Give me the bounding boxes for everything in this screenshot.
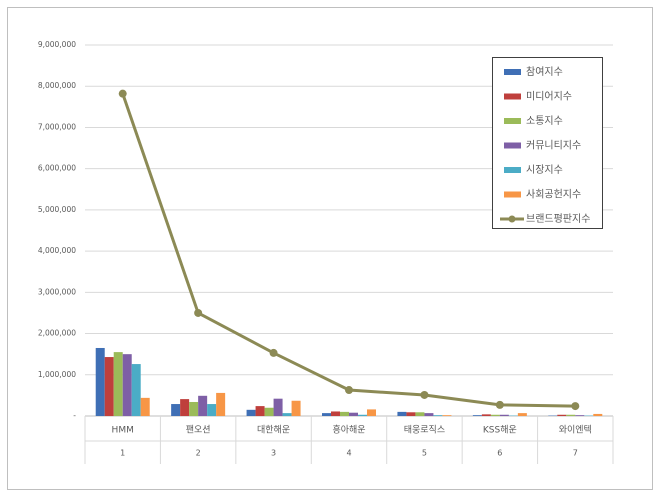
- y-tick-label: 2,000,000: [38, 329, 76, 338]
- bar: [593, 414, 602, 416]
- bar: [331, 411, 340, 416]
- bar: [322, 413, 331, 416]
- line-marker: [194, 309, 202, 317]
- bar: [283, 413, 292, 416]
- x-rank-label: 4: [346, 449, 351, 458]
- bar: [406, 412, 415, 416]
- legend-swatch: [504, 167, 521, 173]
- y-tick-label: 1,000,000: [38, 370, 76, 379]
- x-tick-label: 흥아해운: [332, 424, 365, 436]
- line-marker: [345, 386, 353, 394]
- legend-label: 커뮤니티지수: [526, 140, 581, 152]
- legend-label: 시장지수: [526, 164, 563, 176]
- x-tick-label: KSS해운: [483, 425, 517, 436]
- legend-swatch: [504, 94, 521, 100]
- bar: [518, 413, 527, 416]
- legend-swatch: [504, 143, 521, 149]
- bar: [207, 404, 216, 416]
- bar: [132, 364, 141, 416]
- bar: [96, 348, 105, 416]
- legend-label: 브랜드평판지수: [526, 213, 590, 225]
- legend-swatch: [504, 192, 521, 198]
- line-marker: [571, 402, 579, 410]
- legend-label: 참여지수: [526, 66, 563, 78]
- bar: [216, 393, 225, 416]
- line-marker: [119, 90, 127, 98]
- bar: [482, 414, 491, 416]
- bar: [575, 415, 584, 416]
- x-tick-label: 대한해운: [257, 425, 290, 436]
- x-tick-label: 와이엔텍: [559, 424, 592, 436]
- y-tick-label: 6,000,000: [38, 164, 76, 173]
- legend-swatch: [504, 69, 521, 75]
- x-rank-label: 3: [271, 449, 276, 458]
- bar: [415, 412, 424, 416]
- x-rank-label: 6: [497, 449, 502, 458]
- bar: [566, 415, 575, 416]
- bar: [180, 399, 189, 416]
- legend-label: 미디어지수: [526, 91, 572, 103]
- bar: [274, 399, 283, 416]
- bar: [171, 404, 180, 416]
- bar: [424, 413, 433, 416]
- bar: [247, 410, 256, 416]
- bar: [340, 412, 349, 416]
- bar: [123, 354, 132, 416]
- y-tick-label: 7,000,000: [38, 122, 76, 131]
- bar: [358, 415, 367, 416]
- bar: [473, 415, 482, 416]
- x-rank-label: 7: [573, 449, 578, 458]
- x-rank-label: 1: [120, 449, 125, 458]
- bar: [105, 357, 114, 416]
- bar: [114, 352, 123, 416]
- legend-label: 소통지수: [526, 115, 563, 127]
- line-marker: [420, 391, 428, 399]
- x-tick-label: 팬오션: [186, 425, 211, 436]
- bar: [491, 415, 500, 416]
- bar: [442, 415, 451, 416]
- bar: [256, 406, 265, 416]
- legend-label: 사회공헌지수: [526, 189, 581, 201]
- bar: [397, 412, 406, 416]
- bar: [367, 409, 376, 416]
- legend-swatch: [504, 118, 521, 124]
- bar: [141, 398, 150, 416]
- y-tick-label: 3,000,000: [38, 287, 76, 296]
- x-tick-label: 태웅로직스: [404, 425, 445, 436]
- y-tick-label: 4,000,000: [38, 246, 76, 255]
- bar: [265, 408, 274, 416]
- x-tick-label: HMM: [112, 426, 134, 436]
- y-tick-label: 8,000,000: [38, 81, 76, 90]
- x-rank-label: 2: [196, 449, 201, 458]
- bar: [433, 415, 442, 416]
- bar: [198, 396, 207, 416]
- y-tick-label: 5,000,000: [38, 205, 76, 214]
- legend-swatch: [509, 216, 516, 223]
- bar: [500, 415, 509, 416]
- bar: [349, 413, 358, 416]
- y-tick-label: 9,000,000: [38, 40, 76, 49]
- line-marker: [270, 349, 278, 357]
- x-rank-label: 5: [422, 449, 427, 458]
- bar: [292, 401, 301, 416]
- line-marker: [496, 401, 504, 409]
- bar: [557, 415, 566, 416]
- bar: [189, 402, 198, 416]
- y-tick-label: -: [73, 411, 76, 420]
